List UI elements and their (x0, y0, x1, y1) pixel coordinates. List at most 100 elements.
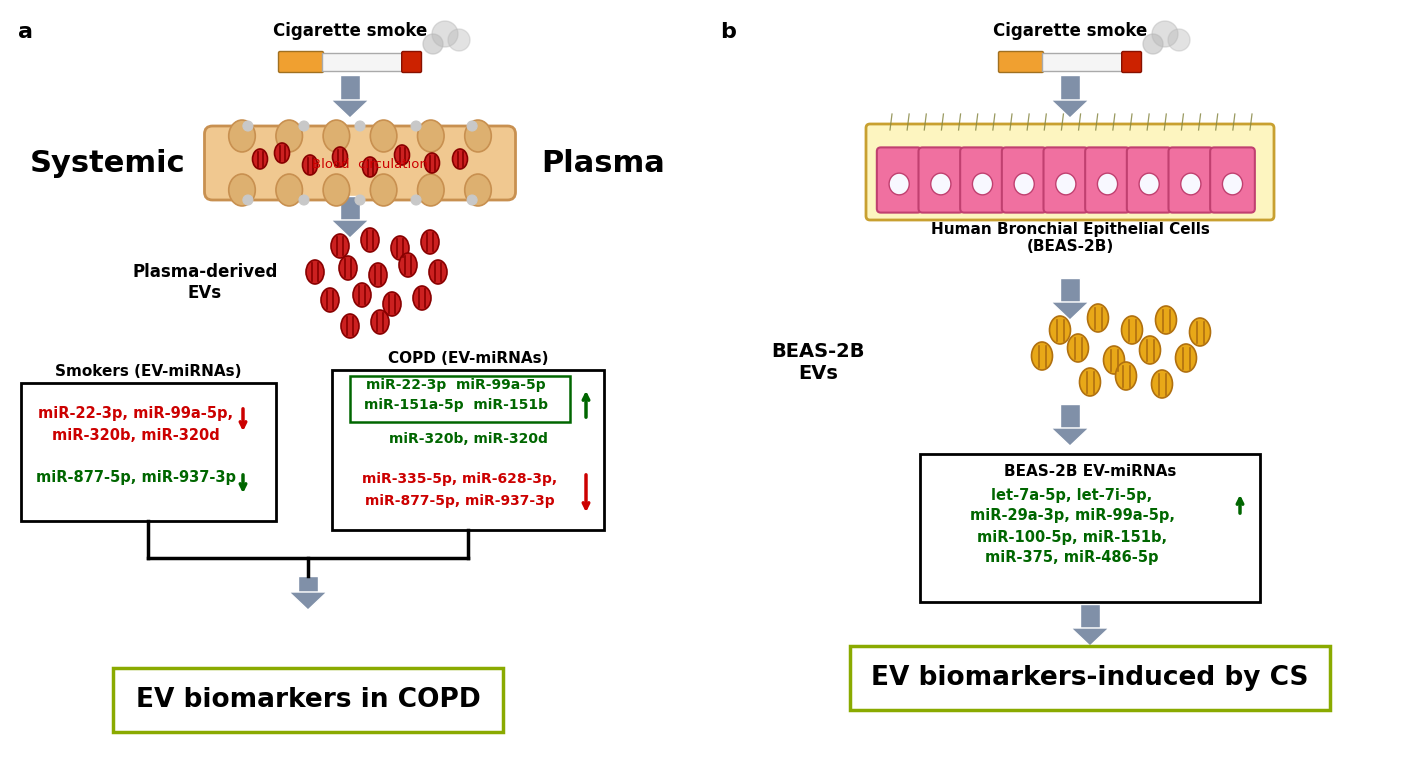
Ellipse shape (973, 173, 993, 195)
Text: EV biomarkers in COPD: EV biomarkers in COPD (136, 687, 480, 713)
Text: Human Bronchial Epithelial Cells
(BEAS-2B): Human Bronchial Epithelial Cells (BEAS-2… (930, 222, 1209, 255)
Ellipse shape (429, 260, 447, 284)
Ellipse shape (229, 120, 255, 152)
FancyBboxPatch shape (867, 124, 1274, 220)
Bar (1061, 404, 1080, 428)
Bar (1080, 604, 1100, 628)
Ellipse shape (425, 153, 439, 173)
FancyBboxPatch shape (919, 148, 963, 212)
Circle shape (299, 195, 309, 205)
FancyBboxPatch shape (402, 52, 422, 72)
Circle shape (1143, 34, 1163, 54)
Ellipse shape (1049, 316, 1070, 344)
Circle shape (467, 195, 477, 205)
Ellipse shape (413, 286, 430, 310)
Bar (340, 75, 360, 100)
FancyBboxPatch shape (877, 148, 922, 212)
Ellipse shape (229, 174, 255, 206)
Ellipse shape (1031, 342, 1052, 370)
Circle shape (244, 195, 253, 205)
Text: Smokers (EV-miRNAs): Smokers (EV-miRNAs) (55, 364, 241, 379)
Ellipse shape (464, 174, 491, 206)
FancyBboxPatch shape (1085, 148, 1130, 212)
Ellipse shape (276, 174, 303, 206)
Bar (1061, 278, 1080, 302)
Ellipse shape (1181, 173, 1201, 195)
Text: BEAS-2B EV-miRNAs: BEAS-2B EV-miRNAs (1004, 464, 1177, 479)
Ellipse shape (303, 155, 317, 175)
Text: miR-100-5p, miR-151b,: miR-100-5p, miR-151b, (977, 530, 1167, 545)
Circle shape (355, 195, 365, 205)
Text: Plasma: Plasma (541, 148, 666, 178)
Circle shape (1153, 21, 1178, 47)
Ellipse shape (323, 174, 350, 206)
Ellipse shape (1121, 316, 1143, 344)
Ellipse shape (306, 260, 324, 284)
Ellipse shape (276, 120, 303, 152)
Ellipse shape (930, 173, 952, 195)
Text: miR-320b, miR-320d: miR-320b, miR-320d (388, 432, 548, 446)
Ellipse shape (1056, 173, 1076, 195)
Bar (1061, 75, 1080, 100)
Ellipse shape (1155, 306, 1177, 334)
Ellipse shape (1140, 336, 1161, 364)
Ellipse shape (395, 145, 409, 165)
Polygon shape (1051, 302, 1089, 320)
Text: COPD (EV-miRNAs): COPD (EV-miRNAs) (388, 351, 548, 366)
Circle shape (411, 121, 421, 131)
Ellipse shape (391, 236, 409, 260)
Circle shape (423, 34, 443, 54)
Text: Blood  circulation: Blood circulation (312, 158, 428, 171)
Polygon shape (1070, 628, 1109, 646)
Ellipse shape (1138, 173, 1160, 195)
Ellipse shape (1087, 304, 1109, 332)
Ellipse shape (341, 314, 360, 338)
Bar (297, 576, 319, 592)
FancyBboxPatch shape (279, 52, 323, 72)
Text: a: a (18, 22, 33, 42)
Ellipse shape (418, 120, 445, 152)
Polygon shape (289, 592, 327, 610)
Ellipse shape (361, 228, 379, 252)
Ellipse shape (464, 120, 491, 152)
Circle shape (432, 21, 457, 47)
Ellipse shape (333, 147, 347, 167)
Ellipse shape (1222, 173, 1243, 195)
Circle shape (299, 121, 309, 131)
Ellipse shape (418, 174, 445, 206)
Ellipse shape (252, 149, 268, 169)
Text: miR-151a-5p  miR-151b: miR-151a-5p miR-151b (364, 398, 548, 412)
Bar (20, 383, 276, 521)
Ellipse shape (275, 143, 289, 163)
Text: miR-22-3p  miR-99a-5p: miR-22-3p miR-99a-5p (367, 378, 545, 392)
Ellipse shape (1068, 334, 1089, 362)
Bar (331, 370, 605, 530)
Circle shape (244, 121, 253, 131)
Ellipse shape (362, 157, 378, 177)
Text: miR-335-5p, miR-628-3p,: miR-335-5p, miR-628-3p, (362, 472, 558, 486)
Ellipse shape (453, 149, 467, 169)
Ellipse shape (1103, 346, 1124, 374)
FancyBboxPatch shape (960, 148, 1005, 212)
Text: Cigarette smoke: Cigarette smoke (993, 22, 1147, 40)
Bar (850, 646, 1330, 710)
Text: miR-320b, miR-320d: miR-320b, miR-320d (52, 428, 219, 443)
Ellipse shape (331, 234, 348, 258)
Ellipse shape (353, 283, 371, 307)
Circle shape (411, 195, 421, 205)
Ellipse shape (338, 256, 357, 280)
Text: let-7a-5p, let-7i-5p,: let-7a-5p, let-7i-5p, (991, 488, 1153, 503)
Ellipse shape (382, 292, 401, 316)
Bar (340, 196, 360, 220)
Ellipse shape (1097, 173, 1117, 195)
FancyBboxPatch shape (204, 126, 515, 200)
Text: miR-29a-3p, miR-99a-5p,: miR-29a-3p, miR-99a-5p, (970, 508, 1174, 523)
Ellipse shape (371, 174, 396, 206)
Ellipse shape (1116, 362, 1137, 390)
Ellipse shape (889, 173, 909, 195)
Text: miR-22-3p, miR-99a-5p,: miR-22-3p, miR-99a-5p, (38, 406, 234, 421)
FancyBboxPatch shape (1003, 148, 1046, 212)
Bar (113, 668, 503, 732)
FancyBboxPatch shape (1211, 148, 1255, 212)
Ellipse shape (1189, 318, 1211, 346)
